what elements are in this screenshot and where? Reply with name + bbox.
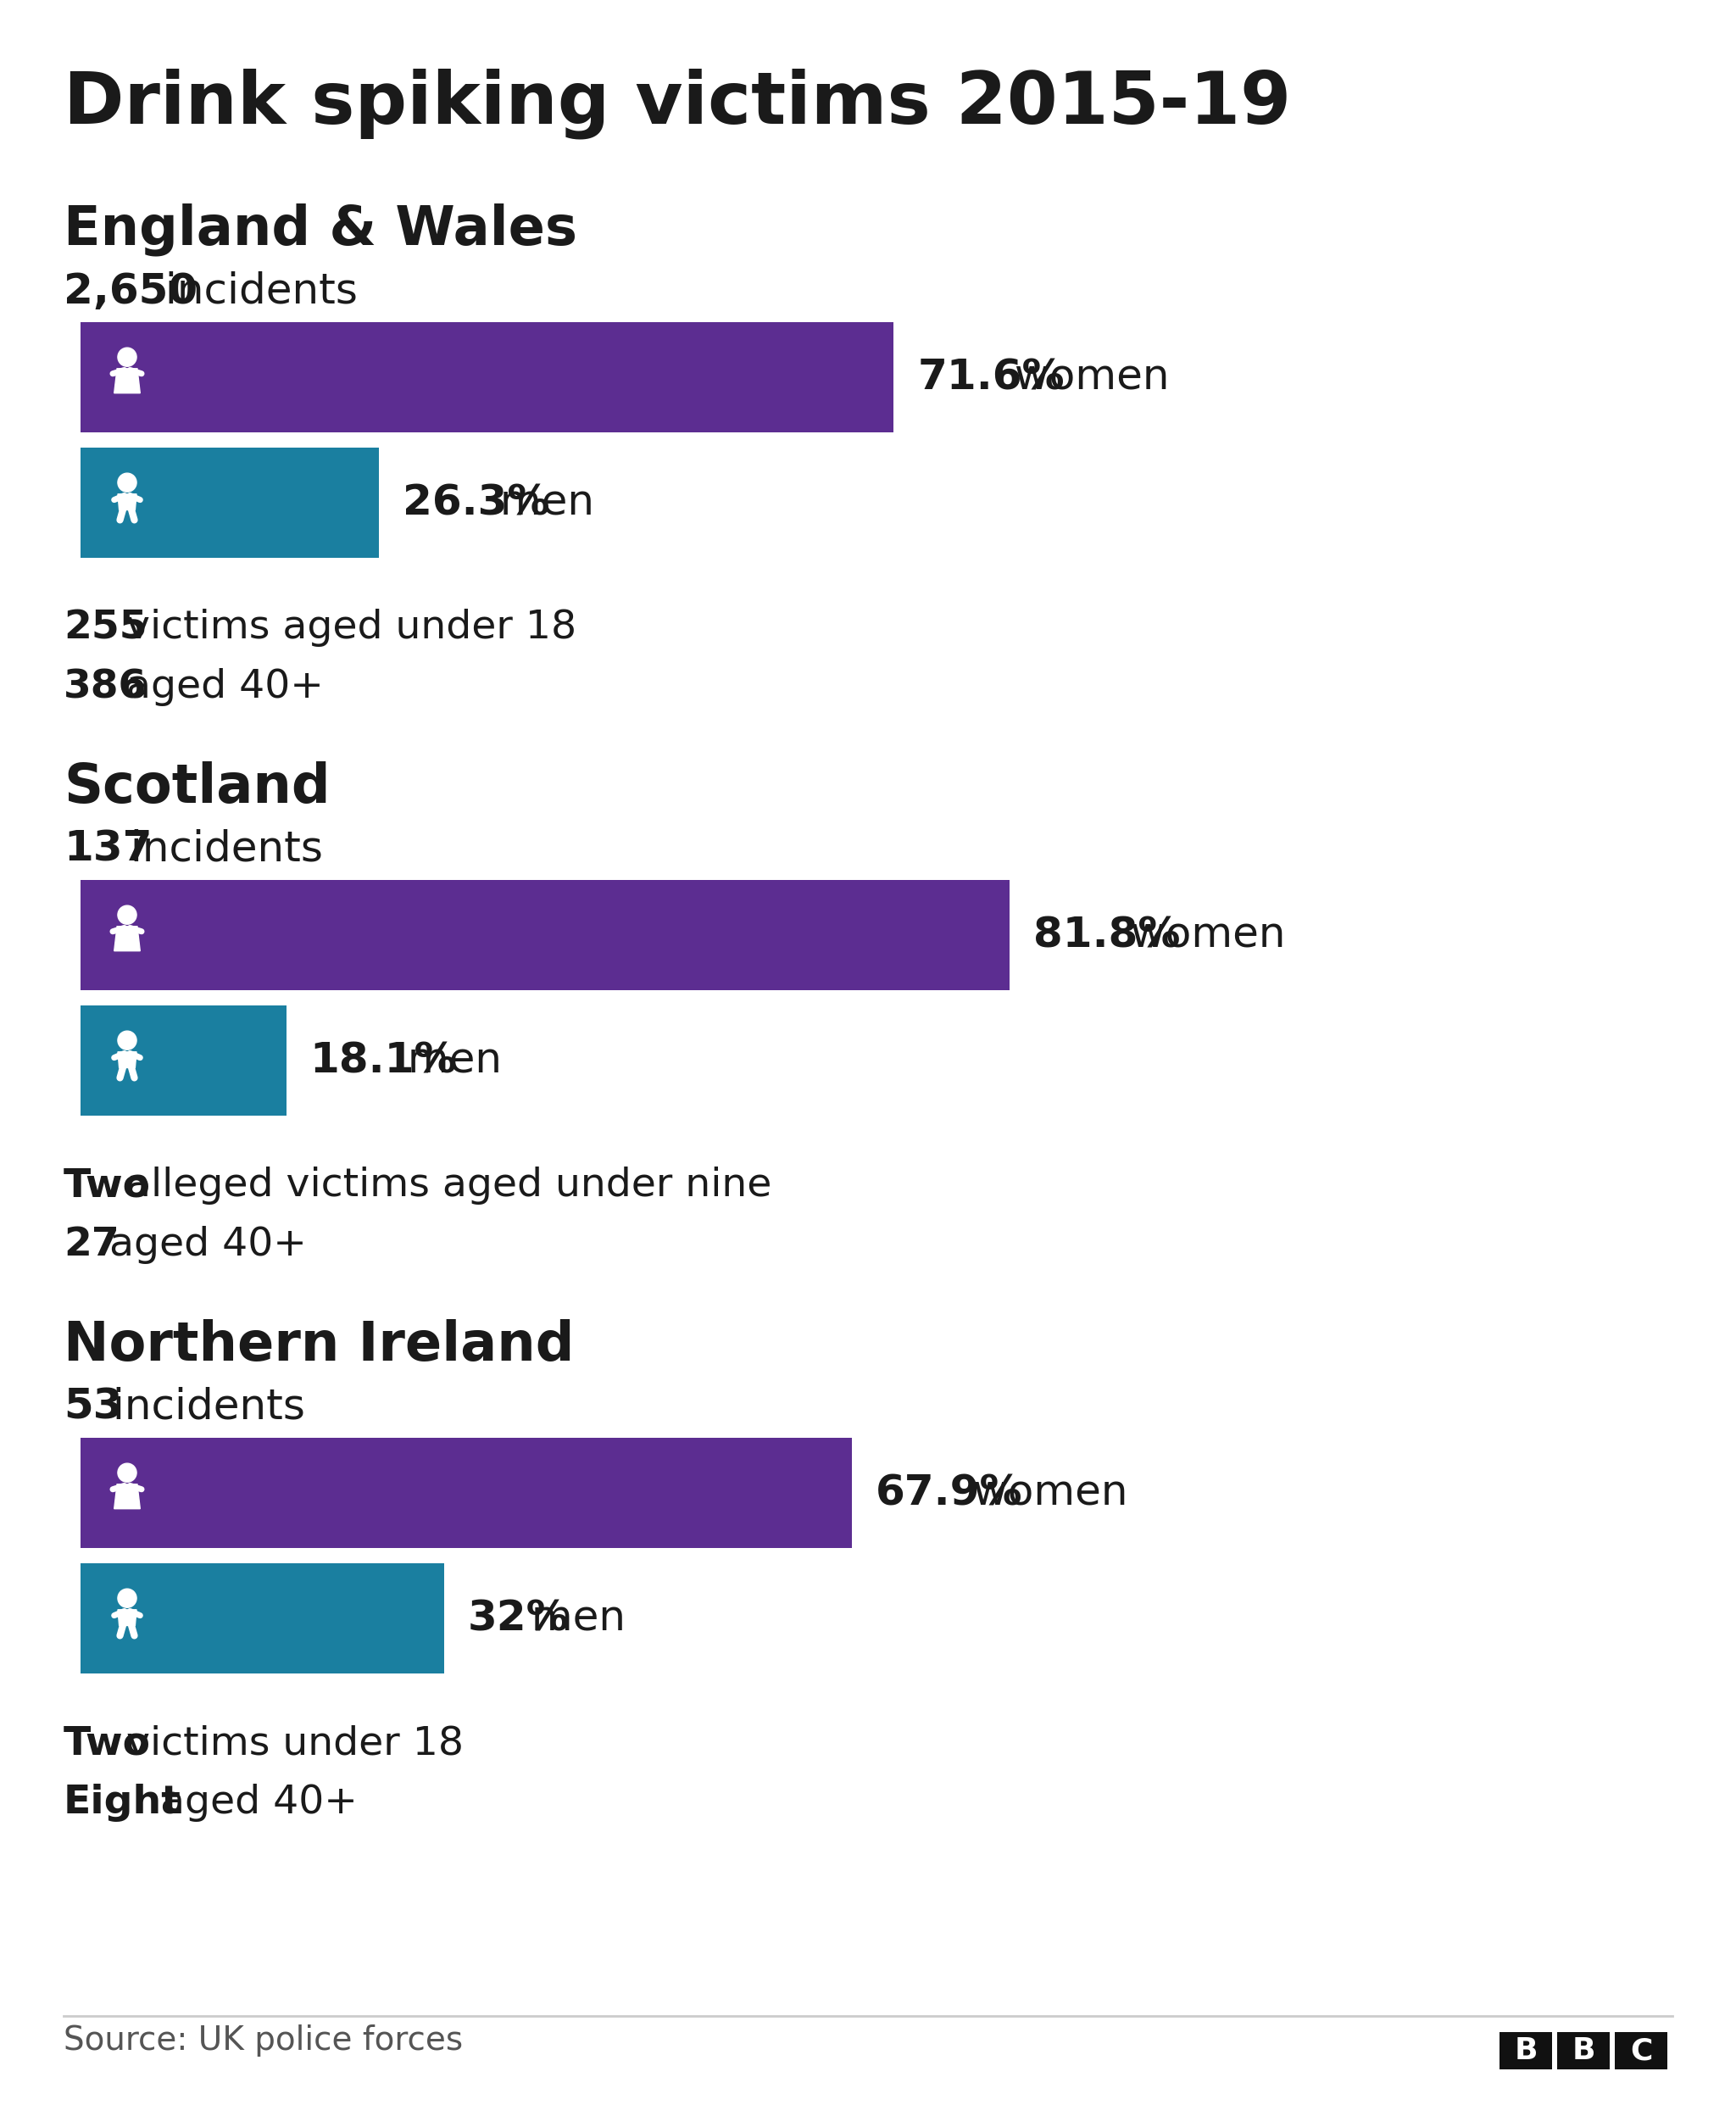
Text: Eight: Eight [64, 1784, 181, 1822]
Polygon shape [118, 1610, 137, 1625]
Text: England & Wales: England & Wales [64, 203, 578, 256]
Text: alleged victims aged under nine: alleged victims aged under nine [115, 1166, 773, 1204]
Circle shape [118, 906, 137, 925]
Text: 26.3%: 26.3% [403, 482, 550, 523]
Text: 27: 27 [64, 1225, 120, 1263]
Text: men: men [394, 1041, 502, 1081]
Text: incidents: incidents [153, 271, 358, 311]
Text: women: women [960, 1473, 1128, 1513]
Text: 18.1%: 18.1% [309, 1041, 457, 1081]
Text: men: men [486, 482, 594, 523]
Text: Source: UK police forces: Source: UK police forces [64, 2025, 464, 2057]
Circle shape [118, 474, 137, 491]
Text: victims under 18: victims under 18 [115, 1725, 464, 1763]
Circle shape [118, 1589, 137, 1608]
Text: aged 40+: aged 40+ [115, 669, 325, 707]
Text: victims aged under 18: victims aged under 18 [115, 609, 576, 647]
Bar [1500, 2031, 1552, 2069]
Text: 2,650: 2,650 [64, 271, 198, 311]
Text: women: women [1118, 914, 1286, 956]
Bar [1614, 2031, 1667, 2069]
Text: 67.9%: 67.9% [875, 1473, 1023, 1513]
Text: B: B [1514, 2036, 1538, 2065]
Text: Drink spiking victims 2015-19: Drink spiking victims 2015-19 [64, 68, 1292, 140]
Polygon shape [115, 1483, 141, 1509]
Text: 71.6%: 71.6% [918, 358, 1064, 398]
Text: 32%: 32% [467, 1598, 569, 1638]
Text: aged 40+: aged 40+ [97, 1225, 307, 1263]
Bar [80, 1564, 444, 1674]
Bar [80, 880, 1010, 990]
Bar [80, 322, 894, 432]
Text: aged 40+: aged 40+ [148, 1784, 358, 1822]
Text: 386: 386 [64, 669, 148, 707]
Circle shape [118, 1464, 137, 1481]
Text: C: C [1630, 2036, 1653, 2065]
Polygon shape [118, 1052, 137, 1069]
Text: 255: 255 [64, 609, 148, 647]
Text: men: men [517, 1598, 625, 1638]
Polygon shape [115, 927, 141, 950]
Text: 53: 53 [64, 1386, 123, 1428]
Text: Northern Ireland: Northern Ireland [64, 1318, 575, 1371]
Text: Two: Two [64, 1725, 151, 1763]
Bar [80, 1005, 286, 1115]
Text: women: women [1002, 358, 1170, 398]
Circle shape [118, 347, 137, 366]
Bar [1557, 2031, 1609, 2069]
Text: Two: Two [64, 1166, 151, 1204]
Text: Scotland: Scotland [64, 762, 330, 815]
Text: 81.8%: 81.8% [1033, 914, 1180, 956]
Text: B: B [1571, 2036, 1595, 2065]
Text: incidents: incidents [99, 1386, 306, 1428]
Circle shape [118, 1030, 137, 1050]
Polygon shape [115, 368, 141, 394]
Text: incidents: incidents [116, 829, 323, 870]
Bar [80, 449, 378, 559]
Bar [80, 1437, 852, 1549]
Polygon shape [118, 493, 137, 510]
Text: 137: 137 [64, 829, 153, 870]
